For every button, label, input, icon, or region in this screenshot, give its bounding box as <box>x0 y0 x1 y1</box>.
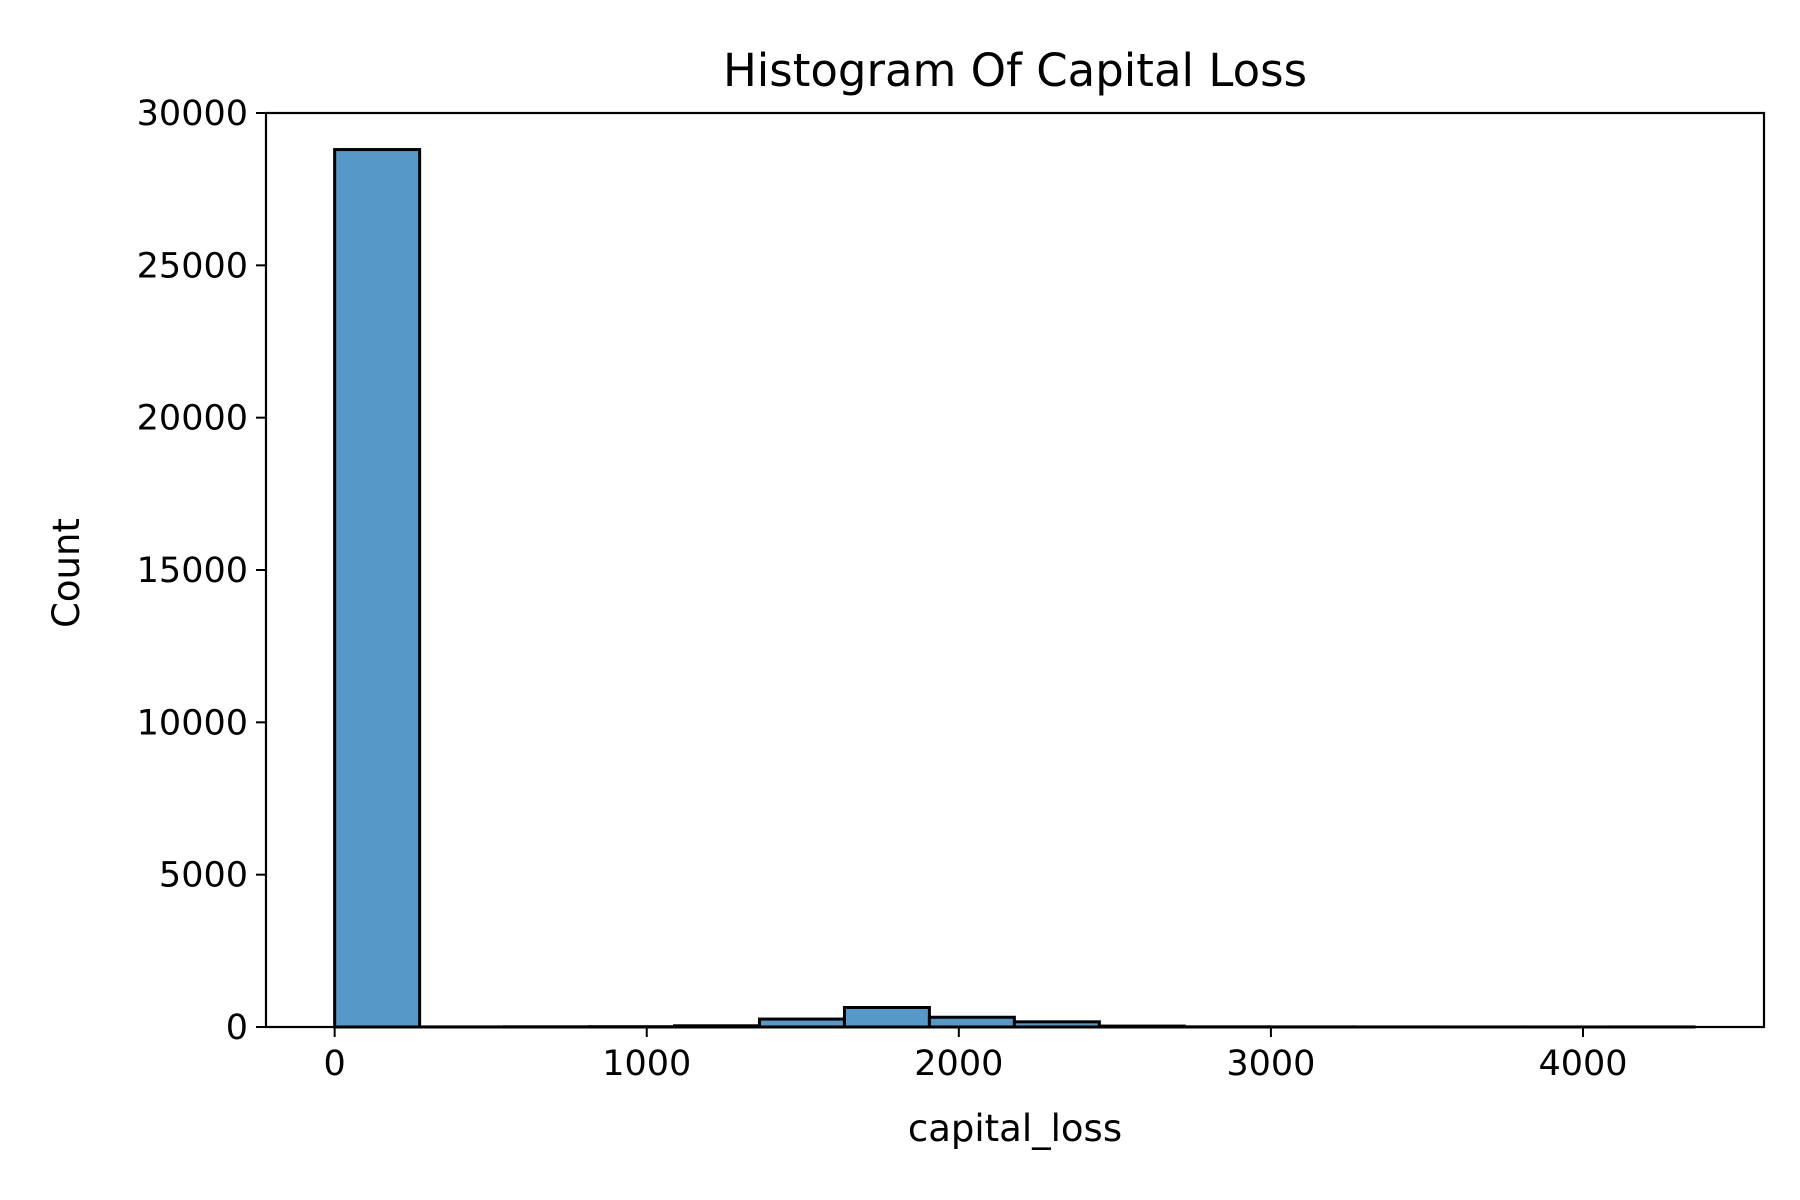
y-tick-label: 20000 <box>137 399 248 439</box>
histogram-bar <box>842 1006 931 1029</box>
chart-title: Histogram Of Capital Loss <box>723 44 1307 97</box>
y-tick-label: 30000 <box>137 94 248 134</box>
plot-area-frame <box>264 111 1766 1029</box>
x-tick-label: 0 <box>324 1044 346 1084</box>
y-tick-label: 25000 <box>137 246 248 286</box>
y-tick-label: 10000 <box>137 703 248 743</box>
y-tick-label: 5000 <box>159 856 248 896</box>
histogram-bar <box>927 1015 1016 1029</box>
y-tick-label: 15000 <box>137 551 248 591</box>
x-tick-label: 3000 <box>1226 1044 1315 1084</box>
histogram-bar <box>757 1017 846 1029</box>
y-axis-label: Count <box>45 518 88 628</box>
histogram-bar <box>333 148 422 1029</box>
x-tick-label: 2000 <box>914 1044 1003 1084</box>
bars-group <box>333 148 1696 1029</box>
x-tick-label: 4000 <box>1538 1044 1627 1084</box>
x-axis-label: capital_loss <box>908 1107 1122 1150</box>
x-tick-label: 1000 <box>602 1044 691 1084</box>
y-tick-label: 0 <box>226 1008 248 1048</box>
y-axis-ticks: 0 5000 10000 15000 20000 25000 30000 <box>137 94 266 1048</box>
x-axis-ticks: 0 1000 2000 3000 4000 <box>324 1027 1628 1084</box>
